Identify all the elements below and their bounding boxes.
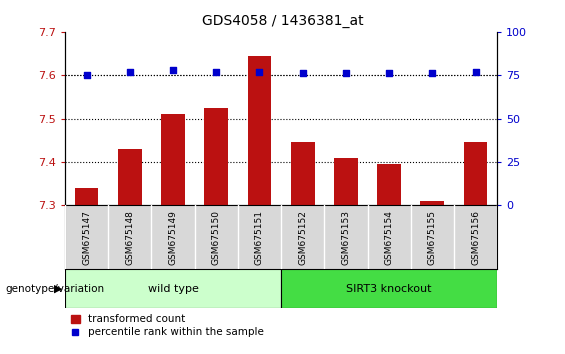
Text: GSM675151: GSM675151 — [255, 210, 264, 265]
Point — [82, 72, 91, 78]
Bar — [205, 108, 228, 205]
Point — [385, 71, 394, 76]
Bar — [247, 56, 271, 205]
Point — [428, 71, 437, 76]
Text: wild type: wild type — [147, 284, 198, 293]
Bar — [420, 201, 444, 205]
Text: ▶: ▶ — [54, 284, 62, 293]
Text: GSM675147: GSM675147 — [82, 210, 91, 265]
Bar — [65, 269, 281, 308]
Point — [341, 71, 350, 76]
Point — [212, 69, 221, 75]
Text: GSM675150: GSM675150 — [212, 210, 221, 265]
Text: GSM675153: GSM675153 — [341, 210, 350, 265]
Text: GSM675155: GSM675155 — [428, 210, 437, 265]
Text: GSM675152: GSM675152 — [298, 210, 307, 265]
Text: GSM675156: GSM675156 — [471, 210, 480, 265]
Text: GDS4058 / 1436381_at: GDS4058 / 1436381_at — [202, 14, 363, 28]
Bar — [464, 142, 488, 205]
Bar — [75, 188, 98, 205]
Text: genotype/variation: genotype/variation — [6, 284, 105, 293]
Point — [255, 69, 264, 75]
Bar — [334, 158, 358, 205]
Point — [298, 71, 307, 76]
Text: SIRT3 knockout: SIRT3 knockout — [346, 284, 432, 293]
Legend: transformed count, percentile rank within the sample: transformed count, percentile rank withi… — [67, 310, 268, 342]
Bar — [281, 269, 497, 308]
Point — [125, 69, 134, 75]
Bar — [118, 149, 142, 205]
Text: GSM675154: GSM675154 — [385, 210, 394, 265]
Text: GSM675148: GSM675148 — [125, 210, 134, 265]
Text: GSM675149: GSM675149 — [168, 210, 177, 265]
Bar — [377, 164, 401, 205]
Point — [168, 67, 177, 73]
Bar — [161, 114, 185, 205]
Point — [471, 69, 480, 75]
Bar — [291, 142, 315, 205]
